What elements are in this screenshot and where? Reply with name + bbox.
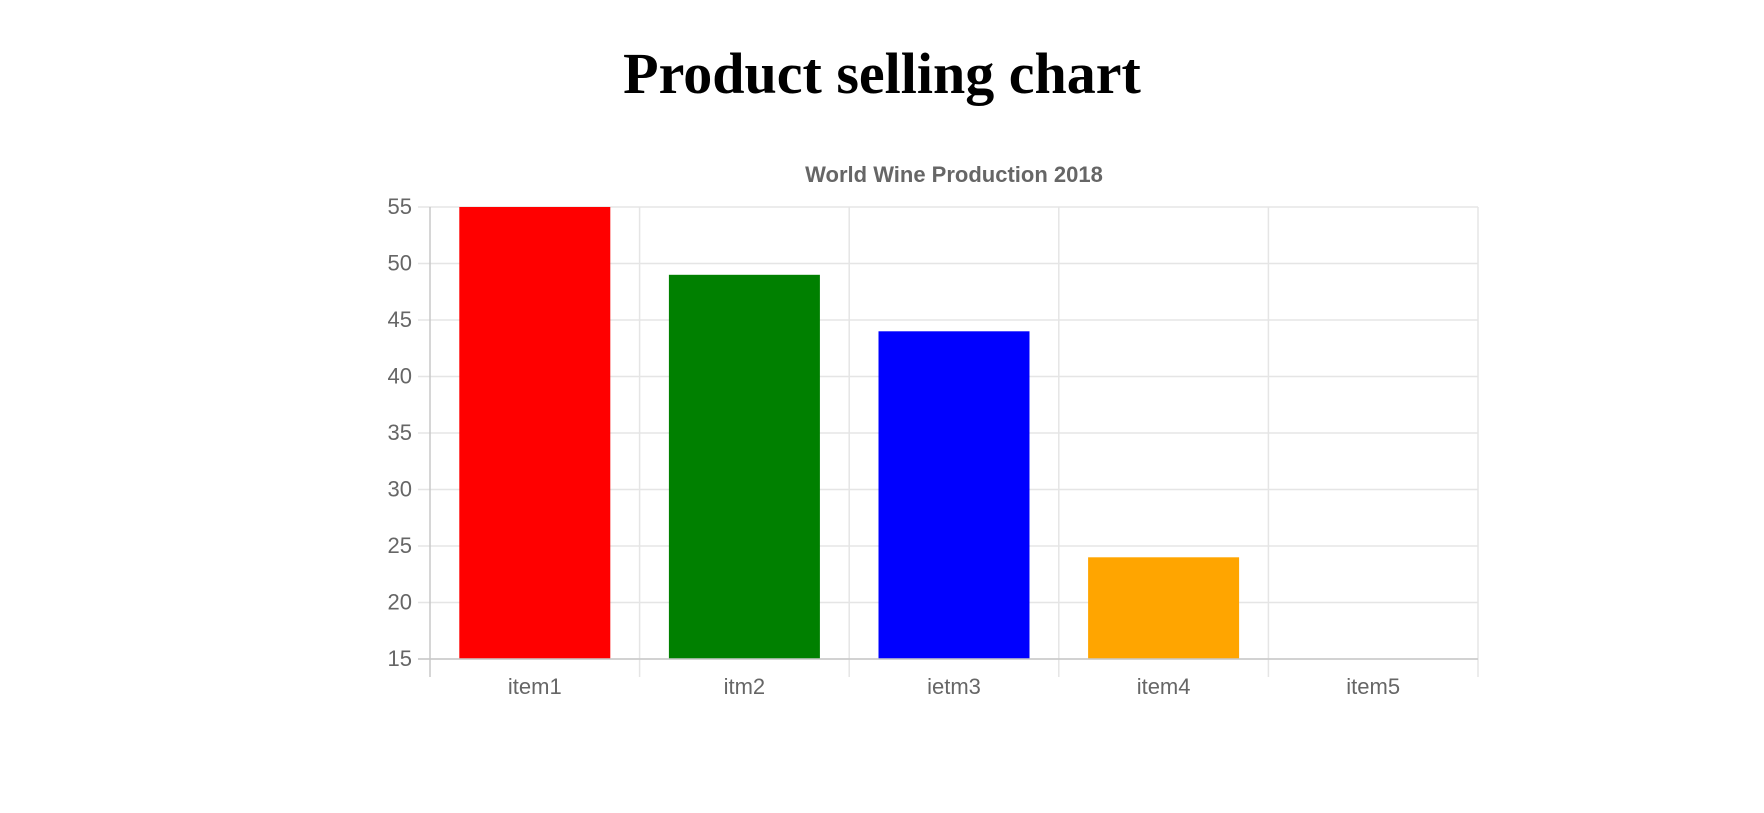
x-tick-labels: item1 itm2 ietm3 item4 item5 xyxy=(508,674,1400,699)
bar-itm2[interactable] xyxy=(668,274,820,659)
y-tick-label: 50 xyxy=(388,251,412,276)
bar-item4[interactable] xyxy=(1088,557,1240,659)
chart-title: World Wine Production 2018 xyxy=(805,162,1103,187)
y-tick-label: 40 xyxy=(388,364,412,389)
x-tick-label: item4 xyxy=(1137,674,1191,699)
x-tick-label: itm2 xyxy=(724,674,766,699)
y-tick-labels: 15 20 25 30 35 40 45 50 55 xyxy=(388,194,412,671)
bar-item1[interactable] xyxy=(459,207,611,659)
y-tick-label: 35 xyxy=(388,420,412,445)
y-tick-label: 30 xyxy=(388,477,412,502)
y-tick-label: 45 xyxy=(388,307,412,332)
page-title: Product selling chart xyxy=(623,41,1141,106)
x-tick-label: item5 xyxy=(1346,674,1400,699)
y-tick-label: 15 xyxy=(388,646,412,671)
y-tick-label: 20 xyxy=(388,590,412,615)
bar-ietm3[interactable] xyxy=(878,331,1030,659)
x-tick-label: ietm3 xyxy=(927,674,981,699)
x-tick-label: item1 xyxy=(508,674,562,699)
bars xyxy=(459,207,1240,659)
y-tick-label: 55 xyxy=(388,194,412,219)
y-tick-label: 25 xyxy=(388,533,412,558)
axes xyxy=(418,207,1478,677)
